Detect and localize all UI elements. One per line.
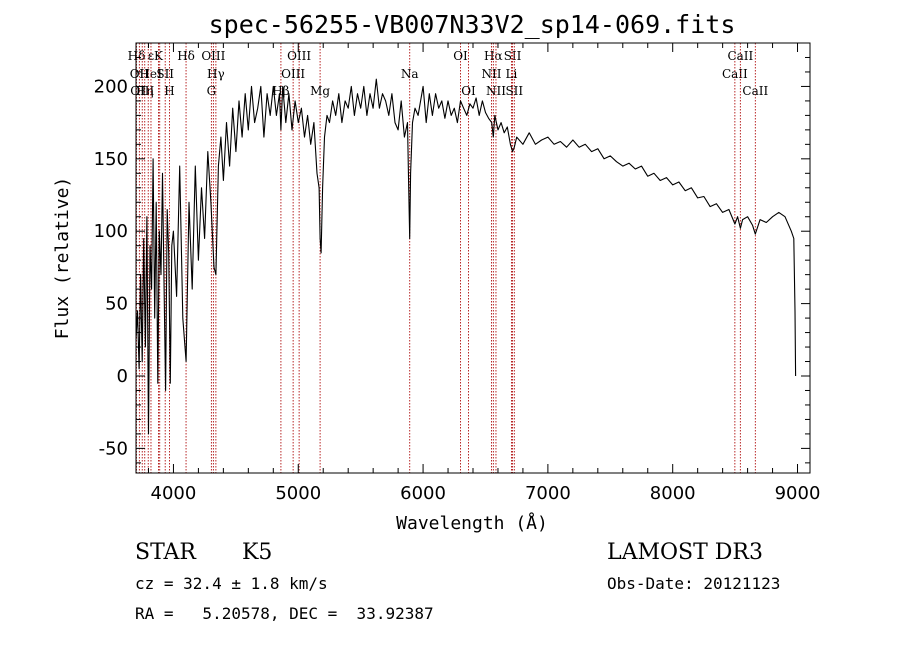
chart-title: spec-56255-VB007N33V2_sp14-069.fits xyxy=(209,10,736,39)
y-tick-label: 200 xyxy=(94,76,128,97)
spectral-line-label: Hδ xyxy=(177,49,195,63)
x-tick-label: 4000 xyxy=(151,483,197,504)
spectral-line-label: OI xyxy=(453,49,468,63)
x-tick-label: 7000 xyxy=(525,483,571,504)
spectral-line-label: Hα xyxy=(484,49,503,63)
object-class: STAR xyxy=(135,540,196,565)
survey-name: LAMOST DR3 xyxy=(607,540,763,565)
spectral-line-label: NII xyxy=(481,67,501,81)
spectral-line-label: OIII xyxy=(281,67,305,81)
spectral-line-label: CaII xyxy=(722,67,748,81)
spectral-line-label: NII xyxy=(486,84,506,98)
flux-series-line xyxy=(135,78,797,435)
redshift-cz: cz = 32.4 ± 1.8 km/s xyxy=(135,574,328,593)
x-tick-label: 5000 xyxy=(275,483,321,504)
spectral-line-label: OIII xyxy=(287,49,311,63)
spectral-line-label: SII xyxy=(504,49,522,63)
spectral-line-label: ε xyxy=(148,49,154,63)
spectral-line-label: OI xyxy=(461,84,476,98)
y-tick-label: 150 xyxy=(94,149,128,170)
spectral-line-label: OIII xyxy=(201,49,225,63)
y-tick-label: 50 xyxy=(105,294,128,315)
spectral-line-label: He xyxy=(139,67,157,81)
spectral-line-label: Na xyxy=(401,67,419,81)
spectral-line-label: SII xyxy=(505,84,523,98)
spectral-line-label: K xyxy=(154,49,164,63)
y-tick-label: 0 xyxy=(117,366,128,387)
x-tick-label: 6000 xyxy=(400,483,446,504)
y-tick-label: 100 xyxy=(94,221,128,242)
spectral-line-label: H xyxy=(164,84,174,98)
spectral-line-label: CaII xyxy=(742,84,768,98)
spectral-line-label: SII xyxy=(156,67,174,81)
series-layer xyxy=(135,78,797,435)
spectral-line-label: Li xyxy=(506,67,518,81)
y-axis-label: Flux (relative) xyxy=(52,177,73,340)
spectral-line-label: Hβ xyxy=(272,84,289,98)
obs-date: Obs-Date: 20121123 xyxy=(607,574,781,593)
ra-dec: RA = 5.20578, DEC = 33.92387 xyxy=(135,604,434,623)
x-tick-label: 8000 xyxy=(650,483,696,504)
spectral-line-label: Hγ xyxy=(207,67,225,81)
spectral-line-label: Hη xyxy=(136,84,154,98)
ticks-layer: 4000 5000 6000 7000 8000 9000 -50 0 50 100 150 200 xyxy=(94,43,821,504)
x-axis-label: Wavelength (Å) xyxy=(396,512,548,534)
x-tick-label: 9000 xyxy=(775,483,821,504)
spectral-line-label: CaII xyxy=(727,49,753,63)
spectral-line-label: I xyxy=(157,67,162,81)
y-tick-label: -50 xyxy=(99,438,128,459)
object-subclass: K5 xyxy=(242,540,273,565)
spectral-line-label: G xyxy=(207,84,217,98)
spectral-line-label: Mg xyxy=(310,84,330,98)
